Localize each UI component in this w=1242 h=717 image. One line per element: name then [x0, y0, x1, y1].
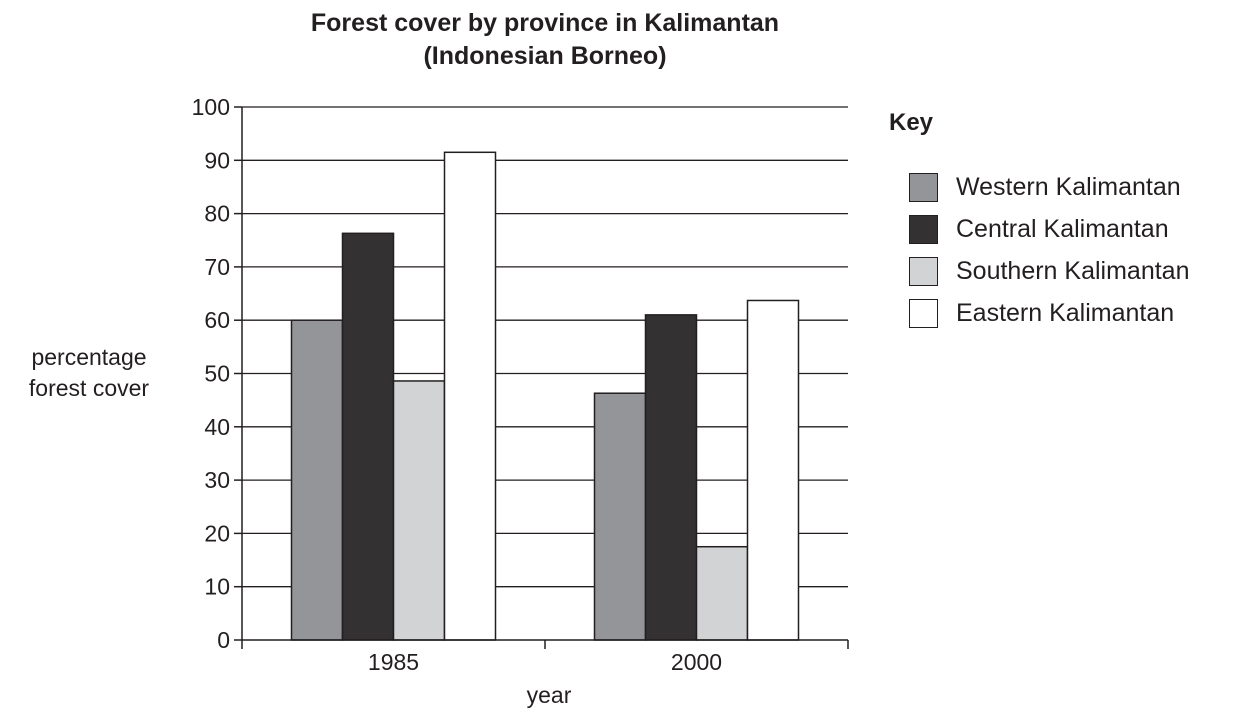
y-axis-label-line-1: percentage: [31, 344, 147, 370]
y-tick-label-10: 10: [204, 574, 230, 600]
y-tick-label-60: 60: [204, 307, 230, 333]
y-tick-label-50: 50: [204, 361, 230, 387]
x-tick-label-2000: 2000: [671, 649, 722, 675]
y-tick-label-90: 90: [204, 147, 230, 173]
y-tick-label-20: 20: [204, 520, 230, 546]
legend-item-central: Central Kalimantan: [909, 208, 1189, 250]
bars: [290, 151, 800, 641]
legend-item-southern: Southern Kalimantan: [909, 250, 1189, 292]
legend-swatch-western: [909, 172, 938, 202]
y-tick-label-30: 30: [204, 467, 230, 493]
bar-central-1985: [341, 232, 395, 641]
y-tick-label-40: 40: [204, 414, 230, 440]
y-tick-label-100: 100: [192, 94, 230, 120]
x-tick-label-1985: 1985: [368, 649, 419, 675]
chart-title-line-1: Forest cover by province in Kalimantan: [310, 9, 780, 37]
legend-label-eastern: Eastern Kalimantan: [956, 299, 1175, 327]
legend: Western Kalimantan Central Kalimantan So…: [909, 166, 1189, 334]
legend-item-eastern: Eastern Kalimantan: [909, 292, 1189, 334]
bar-central-2000: [644, 314, 698, 641]
legend-label-western: Western Kalimantan: [956, 173, 1181, 201]
legend-label-southern: Southern Kalimantan: [956, 257, 1190, 285]
legend-swatch-central: [909, 214, 938, 244]
legend-swatch-eastern: [909, 298, 938, 328]
chart-title-line-2: (Indonesian Borneo): [423, 42, 667, 70]
legend-swatch-southern: [909, 256, 938, 286]
x-axis-label: year: [526, 682, 572, 708]
bar-western-2000: [593, 392, 647, 641]
bar-southern-2000: [695, 545, 749, 641]
bar-western-1985: [290, 319, 344, 641]
bar-eastern-2000: [746, 299, 800, 641]
bar-southern-1985: [392, 380, 446, 641]
y-tick-label-80: 80: [204, 201, 230, 227]
y-axis-label: percentage forest cover: [0, 342, 178, 404]
y-axis-label-line-2: forest cover: [28, 375, 150, 401]
legend-item-western: Western Kalimantan: [909, 166, 1189, 208]
legend-label-central: Central Kalimantan: [956, 215, 1169, 243]
y-tick-label-0: 0: [217, 627, 230, 653]
legend-title: Key: [889, 109, 934, 136]
y-tick-label-70: 70: [204, 254, 230, 280]
axes: 0 10 20 30 40 50 60 70 80 90 100 1985 2000: [192, 94, 849, 675]
bar-eastern-1985: [443, 151, 497, 641]
